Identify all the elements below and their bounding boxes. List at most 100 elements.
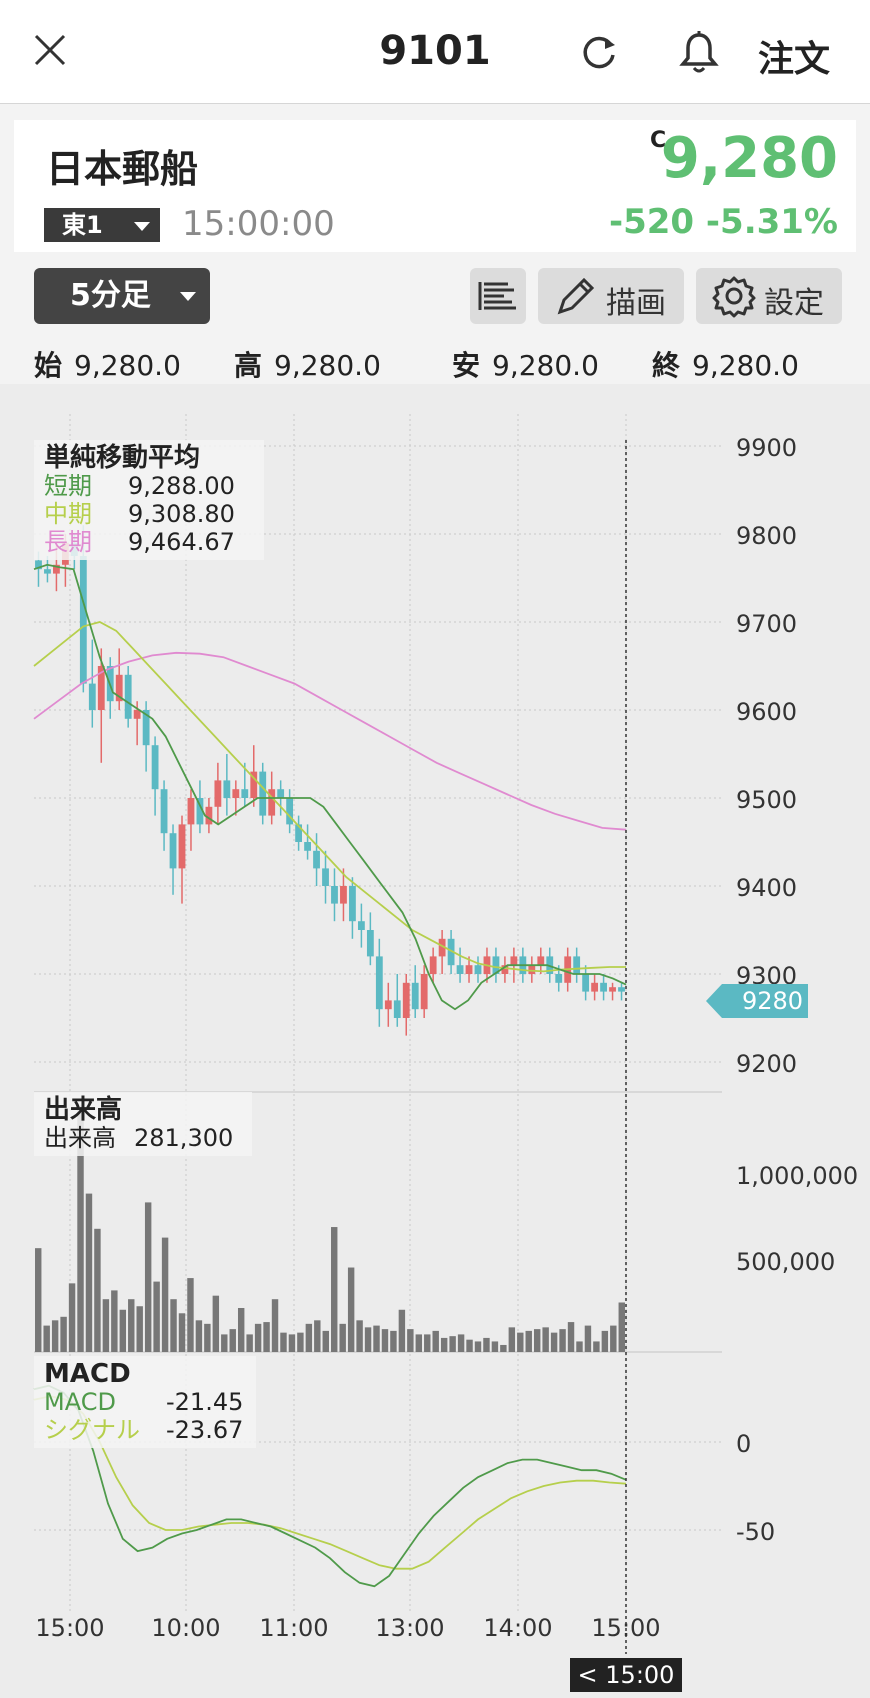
ohlc-high-value: 9,280.0 [274,349,381,382]
candle-body [133,710,141,719]
ohlc-close-label: 終 [652,349,681,382]
volume-bar [119,1309,127,1352]
price-tick-label: 9200 [736,1050,797,1078]
candle-body [465,965,473,974]
candle-body [277,789,285,798]
volume-bar [576,1341,583,1352]
refresh-icon[interactable] [578,32,620,74]
candle-body [609,987,616,992]
close-icon[interactable] [30,30,70,70]
volume-bar [102,1299,110,1352]
volume-bar [60,1316,67,1352]
macd-title: MACD [44,1359,131,1389]
volume-bar [229,1329,236,1352]
chart-area[interactable]: 9900 9800 9700 9600 9500 9400 9300 9200 1,000,00… [0,384,870,1698]
close-mark: C [650,128,667,153]
ohlc-low-label: 安 [452,349,481,382]
sma-short-line [33,563,627,1011]
signal-line-value: -23.67 [166,1416,244,1444]
stock-chart[interactable]: 990098009700960095009400930092001,000,00… [0,384,870,1698]
volume-bar [263,1322,270,1352]
order-button[interactable]: 注文 [758,39,831,80]
candle-body [384,1000,392,1010]
candle-body [537,956,545,966]
volume-bar [432,1330,439,1352]
macd-tick-label: -50 [736,1518,775,1546]
candle-body [304,842,311,851]
time-tick-label: 15:00 [35,1614,104,1642]
volume-bar [204,1323,211,1352]
draw-label: 描画 [606,286,666,321]
volume-bar [68,1283,76,1352]
volume-bar [517,1332,524,1352]
candle-body [53,564,60,574]
candle-body [438,938,446,957]
candle-body [375,956,383,1010]
candle-body [411,982,419,1010]
ohlc-high: 高 9,280.0 [234,344,381,384]
volume-bar [601,1330,609,1352]
volume-bar [398,1309,406,1352]
quote-panel: 日本郵船 東1 15:00:00 C 9,280 -520 -5.31% [14,120,856,252]
volume-tick-label: 1,000,000 [736,1162,858,1190]
period-select[interactable]: 5分足 [34,268,210,324]
candle-body [366,930,374,957]
volume-bar [212,1295,220,1352]
ohlc-high-label: 高 [234,349,263,382]
candle-body [223,780,231,798]
ohlc-open-value: 9,280.0 [74,349,181,382]
sma-mid-value: 9,308.80 [128,500,235,528]
volume-bar [144,1202,152,1352]
volume-bar [618,1302,625,1352]
candle-body [573,956,581,974]
volume-bar [610,1325,617,1352]
candle-body [447,938,455,966]
volume-bar [305,1323,313,1352]
candle-body [205,806,213,825]
volume-bar [457,1334,465,1352]
volume-bar [525,1330,532,1352]
volume-bar [390,1330,397,1352]
indicator-list-button[interactable] [470,268,526,324]
macd-line-value: -21.45 [166,1388,244,1416]
volume-bar [500,1344,507,1352]
macd-line-label: MACD [44,1388,116,1416]
cursor-time-tag[interactable]: < 15:00 > [570,1658,682,1698]
candle-body [528,965,536,974]
ohlc-low-value: 9,280.0 [492,349,599,382]
market-label: 東1 [62,211,103,239]
volume-bar [170,1299,177,1352]
candle-body [313,850,320,869]
settings-button[interactable]: 設定 [696,268,842,324]
volume-bar [35,1248,42,1352]
candle-body [402,982,410,1018]
draw-button[interactable]: 描画 [538,268,684,324]
volume-bar [43,1325,50,1352]
volume-bar [415,1334,423,1352]
candle-body [187,798,195,825]
candle-body [322,868,329,886]
market-select[interactable]: 東1 [44,208,160,242]
volume-bar [51,1320,59,1352]
candle-body [591,982,599,992]
bell-icon[interactable] [678,30,720,76]
volume-bar [424,1334,431,1352]
stock-name: 日本郵船 [46,147,199,191]
candle-body [618,987,625,992]
candle-body [44,569,51,574]
volume-bar [297,1332,304,1352]
volume-bar [508,1327,516,1352]
gear-icon [712,276,756,318]
candle-body [331,886,338,904]
candle-body [393,1000,401,1018]
candle-body [420,974,428,1010]
candle-body [259,771,267,816]
volume-bar [364,1327,372,1352]
volume-bar [347,1267,355,1352]
ohlc-close: 終 9,280.0 [652,344,799,384]
time-tick-label: 14:00 [483,1614,552,1642]
volume-bar [440,1337,448,1352]
caret-down-icon [180,292,196,301]
macd-legend: MACD MACD -21.45 シグナル -23.67 [34,1356,256,1448]
candle-body [250,771,258,798]
